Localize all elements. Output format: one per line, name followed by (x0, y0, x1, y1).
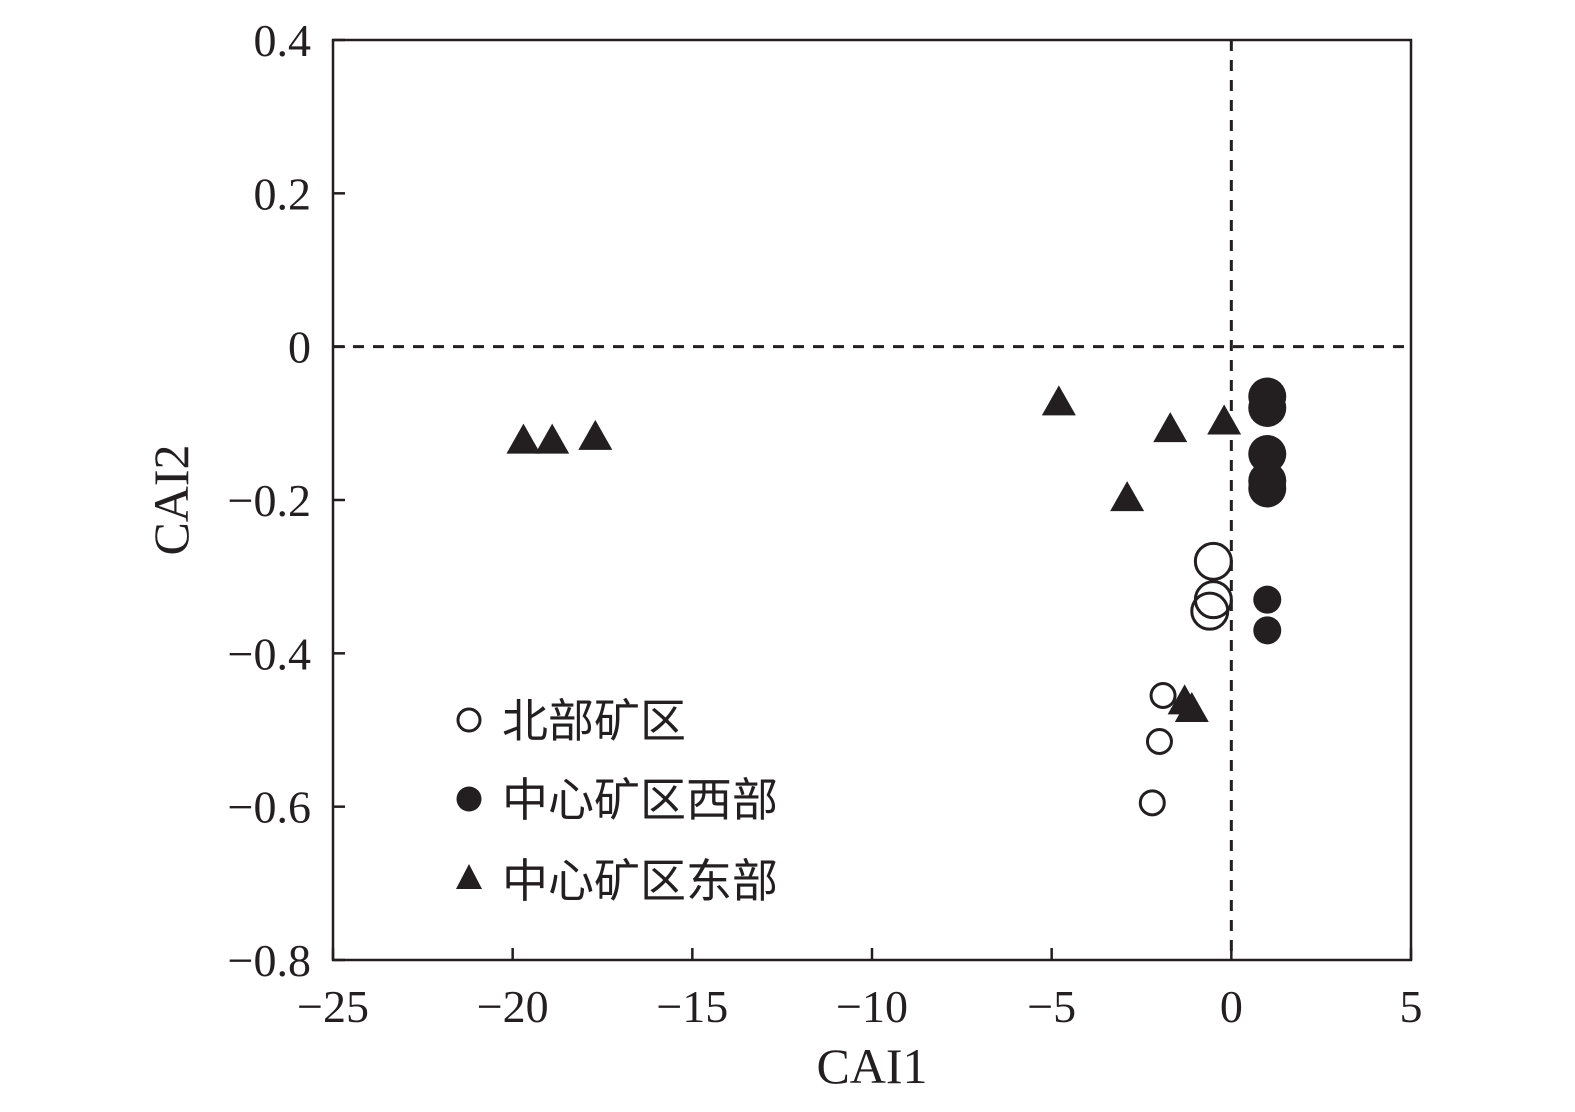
y-tick-label: 0 (288, 322, 311, 373)
legend-marker-filled-triangle (456, 864, 482, 889)
legend-item-north: 北部矿区 (456, 694, 686, 748)
legend-label-central-west: 中心矿区西部 (502, 773, 778, 827)
x-tick-label: 5 (1400, 981, 1423, 1032)
reference-lines (333, 40, 1411, 960)
legend-marker-filled-circle (456, 786, 482, 812)
y-tick-label: −0.2 (228, 475, 311, 526)
x-tick-label: −10 (836, 981, 908, 1032)
data-point-filled-triangle (1174, 692, 1209, 722)
data-point-open-circle (1193, 541, 1233, 581)
data-point-filled-circle (1248, 469, 1287, 508)
y-tick-label: −0.6 (228, 782, 311, 833)
data-point-filled-triangle (1153, 412, 1188, 443)
data-point-open-circle (1190, 591, 1230, 631)
data-points (506, 377, 1287, 817)
data-point-open-circle (1149, 682, 1177, 709)
y-tick-label: −0.8 (228, 935, 311, 986)
y-tick-label: 0.2 (254, 168, 312, 219)
legend-item-central-west: 中心矿区西部 (456, 773, 778, 827)
x-axis-label: CAI1 (816, 1038, 927, 1094)
legend-marker-open-circle (456, 707, 482, 733)
data-point-filled-triangle (1207, 404, 1242, 435)
legend-label-north: 北部矿区 (502, 694, 686, 748)
y-tick-label: 0.4 (254, 15, 312, 66)
y-tick-label: −0.4 (228, 628, 311, 679)
x-tick-label: −5 (1027, 981, 1076, 1032)
legend-item-central-east: 中心矿区东部 (456, 854, 778, 908)
y-axis-ticks: 0.4 0.2 0 −0.2 −0.4 −0.6 −0.8 (228, 15, 345, 986)
x-tick-label: −20 (477, 981, 549, 1032)
y-axis-label: CAI2 (143, 444, 199, 555)
data-point-filled-circle (1253, 585, 1282, 614)
data-point-filled-circle (1248, 435, 1287, 473)
x-tick-label: −25 (297, 981, 369, 1032)
data-point-open-circle (1145, 728, 1173, 755)
data-point-filled-triangle (506, 423, 541, 454)
x-tick-label: 0 (1220, 981, 1243, 1032)
legend: 北部矿区 中心矿区西部 中心矿区东部 (456, 694, 778, 908)
x-axis-ticks: −25 −20 −15 −10 −5 0 5 (297, 948, 1423, 1032)
plot-frame (331, 38, 1413, 962)
data-point-filled-triangle (1110, 481, 1145, 512)
data-point-filled-triangle (535, 423, 570, 454)
data-point-filled-circle (1248, 389, 1287, 427)
data-point-filled-triangle (1041, 385, 1076, 416)
data-point-filled-circle (1253, 616, 1282, 645)
data-point-open-circle (1193, 580, 1233, 620)
data-point-filled-triangle (578, 419, 613, 450)
data-point-open-circle (1138, 789, 1166, 817)
x-tick-label: −15 (656, 981, 728, 1032)
legend-label-central-east: 中心矿区东部 (502, 854, 778, 908)
